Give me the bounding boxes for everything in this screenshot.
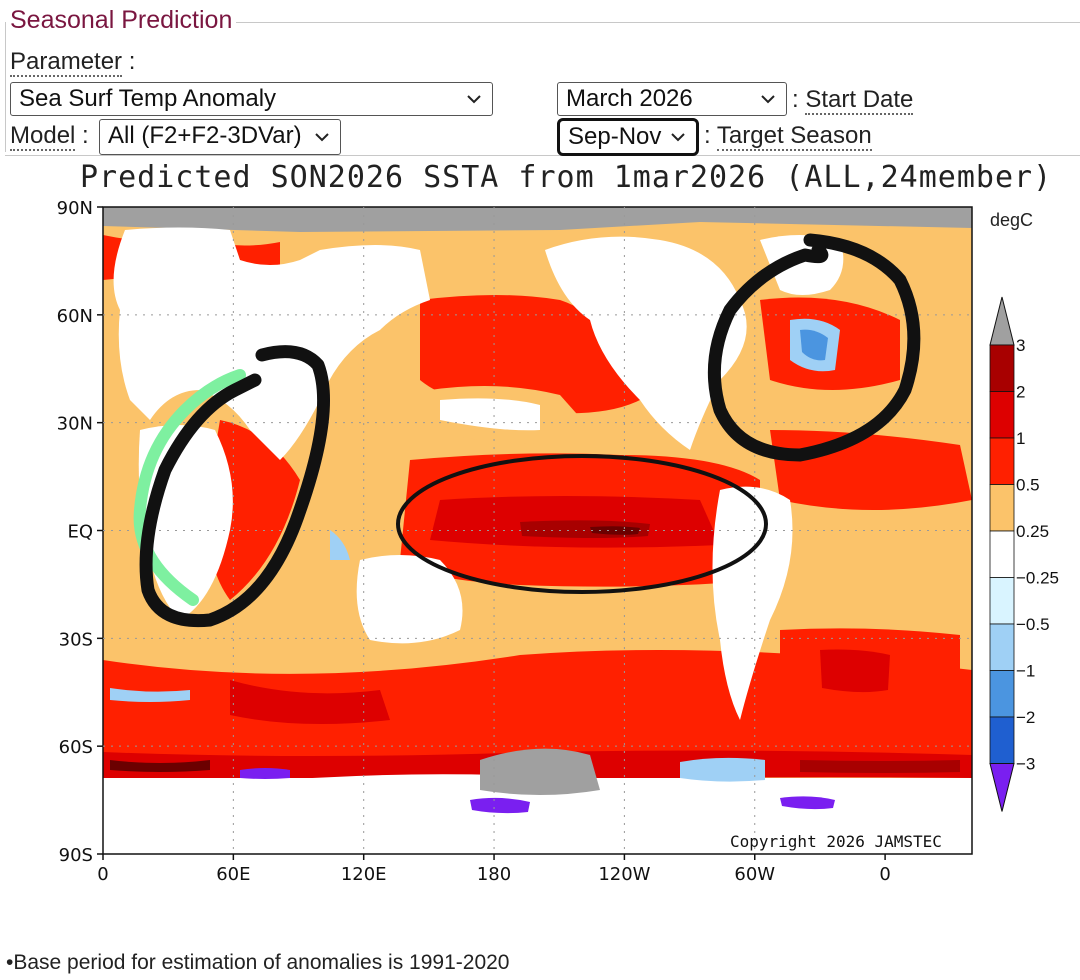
colorbar: 3 2 1 0.5 0.25 −0.25 −0.5 −1 −2 −3 [989,296,1059,812]
colorbar-segment [989,623,1015,671]
south-cool-patch-1 [110,688,190,702]
x-axis: 0 60E 120E 180 120W 60W 0 [97,207,891,885]
chevron-down-icon [315,133,329,142]
copyright: Copyright 2026 JAMSTEC [730,832,942,851]
labrador-cold [800,329,828,361]
parameter-select-value: Sea Surf Temp Anomaly [19,85,277,112]
colorbar-segment [989,670,1015,718]
colorbar-arrow-bottom [989,763,1015,812]
parameter-label: Parameter [10,48,123,77]
colorbar-segment [989,391,1015,439]
y-tick-label: 90N [57,198,93,219]
colorbar-segment [989,484,1015,532]
model-select[interactable]: All (F2+F2-3DVar) [99,119,341,155]
x-tick-label: 0 [879,864,890,885]
fieldset-border-bottom [5,155,1080,156]
target-season-label: Target Season [716,122,872,151]
x-tick-label: 0 [97,864,108,885]
start-date-label-row: : Start Date [792,86,914,115]
target-season-label-row: : Target Season [704,122,872,151]
colorbar-label: 2 [1016,383,1025,402]
colorbar-label: −3 [1016,755,1035,774]
annotations [133,233,921,628]
colorbar-segment [989,577,1015,625]
antarctic-ice [480,748,600,795]
x-tick-label: 60W [734,864,775,885]
colorbar-segment [989,344,1015,392]
y-tick-label: 90S [59,845,93,866]
map-field [103,207,972,854]
colorbar-segment [989,530,1015,578]
south-indian-warm [230,680,390,724]
colorbar-label: 0.5 [1016,476,1040,495]
y-axis: 90N 60N 30N EQ 30S 60S 90S [57,198,972,866]
eurasia [113,227,431,460]
antarctic-purple-1 [240,768,290,779]
southern-band-hot [110,760,210,772]
fieldset-legend: Seasonal Prediction [10,6,237,35]
parameter-sep: : [128,48,136,75]
south-america [712,486,793,720]
model-label-row: Model : [10,122,89,151]
hand-drawn-circle-indian [139,345,331,628]
x-tick-label: 180 [477,864,511,885]
colorbar-arrow-top [989,296,1015,346]
start-date-value: March 2026 [566,85,693,112]
drake-cool [680,757,765,782]
y-tick-label: 60N [57,306,93,327]
footnote: •Base period for estimation of anomalies… [6,951,510,974]
arabian-warm [207,420,300,600]
target-season-select[interactable]: Sep-Nov [557,118,699,156]
x-tick-label: 120E [341,864,387,885]
colorbar-units: degC [990,210,1033,230]
fieldset-border-top [232,22,1080,23]
start-date-sep: : [792,86,799,113]
colorbar-label: −2 [1016,708,1035,727]
start-date-label: Start Date [805,86,914,115]
colorbar-label: −0.25 [1016,569,1059,588]
chevron-down-icon [761,95,775,104]
x-tick-label: 60E [216,864,250,885]
antarctic-purple-2 [470,797,530,814]
parameter-label-row: Parameter : [10,48,136,77]
colorbar-segment [989,437,1015,485]
australia [356,555,463,644]
y-tick-label: 30N [57,414,93,435]
chevron-down-icon [467,95,481,104]
colorbar-label: 0.25 [1016,522,1049,541]
model-sep: : [82,122,89,149]
colorbar-label: −1 [1016,662,1035,681]
arctic-ice [103,207,972,232]
indian-east-cool [330,530,350,560]
parameter-select[interactable]: Sea Surf Temp Anomaly [10,82,493,116]
target-season-value: Sep-Nov [568,123,662,150]
target-season-sep: : [704,122,711,149]
north-pacific-warm [420,295,640,414]
southern-ocean-warm [103,650,972,760]
colorbar-label: 3 [1016,336,1025,355]
hand-drawn-circle-atlantic [707,233,921,462]
x-tick-label: 120W [598,864,650,885]
north-america [545,236,747,450]
antarctic-purple-3 [780,796,835,810]
chevron-down-icon [671,133,685,142]
y-tick-label: EQ [67,522,93,543]
model-select-value: All (F2+F2-3DVar) [108,122,302,149]
chart-title: Predicted SON2026 SSTA from 1mar2026 (AL… [80,160,1053,195]
colorbar-label: −0.5 [1016,615,1050,634]
colorbar-segment [989,716,1015,764]
south-atlantic-hot [820,649,890,693]
start-date-select[interactable]: March 2026 [557,82,787,116]
y-tick-label: 30S [59,629,93,650]
antarctica [103,774,972,854]
colorbar-label: 1 [1016,429,1025,448]
southern-band-hot-east [800,760,960,773]
fieldset-border-left [5,22,6,152]
y-tick-label: 60S [59,737,93,758]
hand-drawn-ellipse-pacific [396,454,768,594]
model-label: Model [10,122,76,151]
